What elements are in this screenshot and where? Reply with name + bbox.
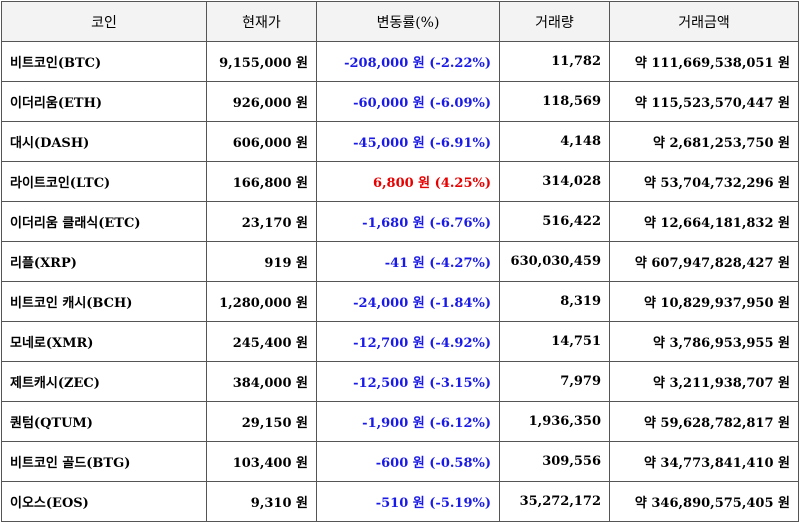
price-cell: 29,150 원 xyxy=(206,401,317,442)
amount-cell: 약 2,681,253,750 원 xyxy=(609,121,799,162)
table-row: 라이트코인(LTC) 166,800 원 6,800 원 (4.25%) 314,02… xyxy=(1,161,799,202)
coin-name-cell: 비트코인 캐시(BCH) xyxy=(1,281,207,322)
table-row: 이더리움 클래식(ETC) 23,170 원 -1,680 원 (-6.76%) 51… xyxy=(1,201,799,242)
volume-cell: 11,782 xyxy=(499,41,610,82)
coin-name-cell: 비트코인(BTC) xyxy=(1,41,207,82)
price-cell: 919 원 xyxy=(206,241,317,282)
change-cell: -45,000 원 (-6.91%) xyxy=(316,121,500,162)
price-cell: 9,310 원 xyxy=(206,481,317,522)
price-cell: 23,170 원 xyxy=(206,201,317,242)
amount-cell: 약 115,523,570,447 원 xyxy=(609,81,799,122)
change-cell: -600 원 (-0.58%) xyxy=(316,441,500,482)
table-row: 이오스(EOS) 9,310 원 -510 원 (-5.19%) 35,272,172… xyxy=(1,481,799,522)
amount-cell: 약 12,664,181,832 원 xyxy=(609,201,799,242)
change-cell: -24,000 원 (-1.84%) xyxy=(316,281,500,322)
table-header-row: 코인 현재가 변동률(%) 거래량 거래금액 xyxy=(1,1,799,42)
amount-cell: 약 34,773,841,410 원 xyxy=(609,441,799,482)
price-cell: 245,400 원 xyxy=(206,321,317,362)
volume-cell: 35,272,172 xyxy=(499,481,610,522)
change-cell: -12,700 원 (-4.92%) xyxy=(316,321,500,362)
coin-name-cell: 이더리움(ETH) xyxy=(1,81,207,122)
coin-name-cell: 제트캐시(ZEC) xyxy=(1,361,207,402)
header-price: 현재가 xyxy=(206,1,317,42)
amount-cell: 약 10,829,937,950 원 xyxy=(609,281,799,322)
change-cell: -510 원 (-5.19%) xyxy=(316,481,500,522)
table-body: 비트코인(BTC) 9,155,000 원 -208,000 원 (-2.22%) 1… xyxy=(1,41,799,522)
change-cell: 6,800 원 (4.25%) xyxy=(316,161,500,202)
coin-name-cell: 이오스(EOS) xyxy=(1,481,207,522)
price-cell: 103,400 원 xyxy=(206,441,317,482)
change-cell: -1,680 원 (-6.76%) xyxy=(316,201,500,242)
change-cell: -1,900 원 (-6.12%) xyxy=(316,401,500,442)
coin-name-cell: 대시(DASH) xyxy=(1,121,207,162)
coin-name-cell: 리플(XRP) xyxy=(1,241,207,282)
table-row: 퀀텀(QTUM) 29,150 원 -1,900 원 (-6.12%) 1,936,3… xyxy=(1,401,799,442)
volume-cell: 309,556 xyxy=(499,441,610,482)
header-coin: 코인 xyxy=(1,1,207,42)
coin-name-cell: 라이트코인(LTC) xyxy=(1,161,207,202)
amount-cell: 약 607,947,828,427 원 xyxy=(609,241,799,282)
volume-cell: 630,030,459 xyxy=(499,241,610,282)
coin-name-cell: 비트코인 골드(BTG) xyxy=(1,441,207,482)
table-row: 제트캐시(ZEC) 384,000 원 -12,500 원 (-3.15%) 7,97… xyxy=(1,361,799,402)
table-row: 이더리움(ETH) 926,000 원 -60,000 원 (-6.09%) 118,… xyxy=(1,81,799,122)
amount-cell: 약 3,786,953,955 원 xyxy=(609,321,799,362)
header-amount: 거래금액 xyxy=(609,1,799,42)
change-cell: -60,000 원 (-6.09%) xyxy=(316,81,500,122)
header-volume: 거래량 xyxy=(499,1,610,42)
table-row: 비트코인(BTC) 9,155,000 원 -208,000 원 (-2.22%) 1… xyxy=(1,41,799,82)
coin-name-cell: 모네로(XMR) xyxy=(1,321,207,362)
volume-cell: 516,422 xyxy=(499,201,610,242)
volume-cell: 314,028 xyxy=(499,161,610,202)
price-cell: 1,280,000 원 xyxy=(206,281,317,322)
price-cell: 384,000 원 xyxy=(206,361,317,402)
volume-cell: 8,319 xyxy=(499,281,610,322)
amount-cell: 약 346,890,575,405 원 xyxy=(609,481,799,522)
amount-cell: 약 53,704,732,296 원 xyxy=(609,161,799,202)
volume-cell: 1,936,350 xyxy=(499,401,610,442)
volume-cell: 118,569 xyxy=(499,81,610,122)
amount-cell: 약 111,669,538,051 원 xyxy=(609,41,799,82)
table-row: 대시(DASH) 606,000 원 -45,000 원 (-6.91%) 4,148… xyxy=(1,121,799,162)
volume-cell: 7,979 xyxy=(499,361,610,402)
change-cell: -12,500 원 (-3.15%) xyxy=(316,361,500,402)
change-cell: -208,000 원 (-2.22%) xyxy=(316,41,500,82)
price-cell: 166,800 원 xyxy=(206,161,317,202)
table-row: 비트코인 골드(BTG) 103,400 원 -600 원 (-0.58%) 309,… xyxy=(1,441,799,482)
change-cell: -41 원 (-4.27%) xyxy=(316,241,500,282)
amount-cell: 약 59,628,782,817 원 xyxy=(609,401,799,442)
header-change: 변동률(%) xyxy=(316,1,500,42)
price-cell: 926,000 원 xyxy=(206,81,317,122)
volume-cell: 4,148 xyxy=(499,121,610,162)
table-row: 비트코인 캐시(BCH) 1,280,000 원 -24,000 원 (-1.84%… xyxy=(1,281,799,322)
table-row: 리플(XRP) 919 원 -41 원 (-4.27%) 630,030,459 약 6… xyxy=(1,241,799,282)
coin-name-cell: 퀀텀(QTUM) xyxy=(1,401,207,442)
table-row: 모네로(XMR) 245,400 원 -12,700 원 (-4.92%) 14,75… xyxy=(1,321,799,362)
volume-cell: 14,751 xyxy=(499,321,610,362)
price-cell: 9,155,000 원 xyxy=(206,41,317,82)
price-cell: 606,000 원 xyxy=(206,121,317,162)
coin-name-cell: 이더리움 클래식(ETC) xyxy=(1,201,207,242)
amount-cell: 약 3,211,938,707 원 xyxy=(609,361,799,402)
